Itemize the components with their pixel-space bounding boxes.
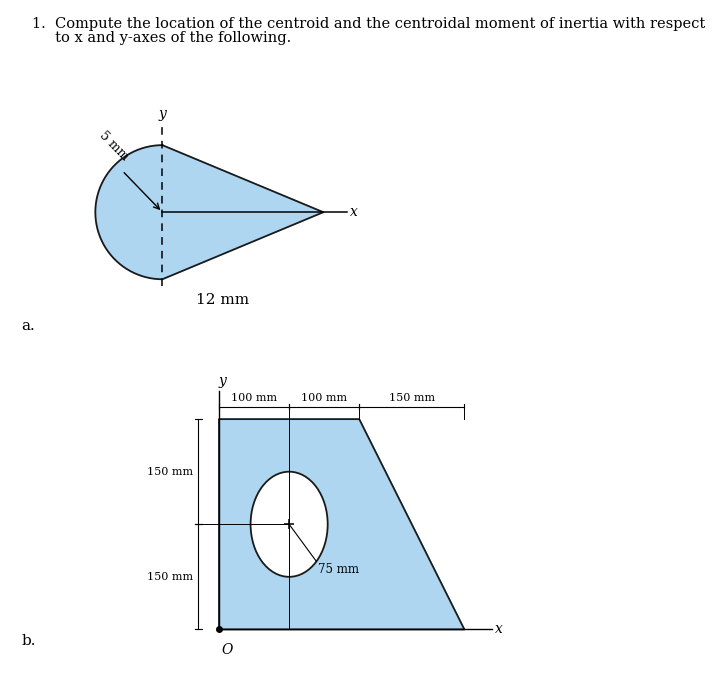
Text: x: x — [495, 623, 503, 636]
Text: O: O — [221, 643, 233, 658]
Text: 150 mm: 150 mm — [147, 572, 193, 582]
Text: 5 mm: 5 mm — [97, 129, 131, 163]
Text: 150 mm: 150 mm — [389, 393, 435, 403]
Text: 75 mm: 75 mm — [318, 563, 360, 576]
Text: 12 mm: 12 mm — [197, 292, 249, 307]
Text: 150 mm: 150 mm — [147, 466, 193, 477]
Text: 1.  Compute the location of the centroid and the centroidal moment of inertia wi: 1. Compute the location of the centroid … — [32, 17, 706, 31]
Ellipse shape — [251, 472, 328, 577]
Text: x: x — [350, 206, 358, 219]
Text: to x and y-axes of the following.: to x and y-axes of the following. — [32, 31, 291, 45]
Text: 100 mm: 100 mm — [301, 393, 347, 403]
Text: y: y — [219, 373, 226, 388]
Polygon shape — [95, 145, 323, 279]
Text: 100 mm: 100 mm — [231, 393, 277, 403]
Text: a.: a. — [21, 319, 35, 332]
Text: b.: b. — [21, 634, 36, 647]
Text: y: y — [159, 107, 167, 121]
Polygon shape — [219, 419, 464, 630]
